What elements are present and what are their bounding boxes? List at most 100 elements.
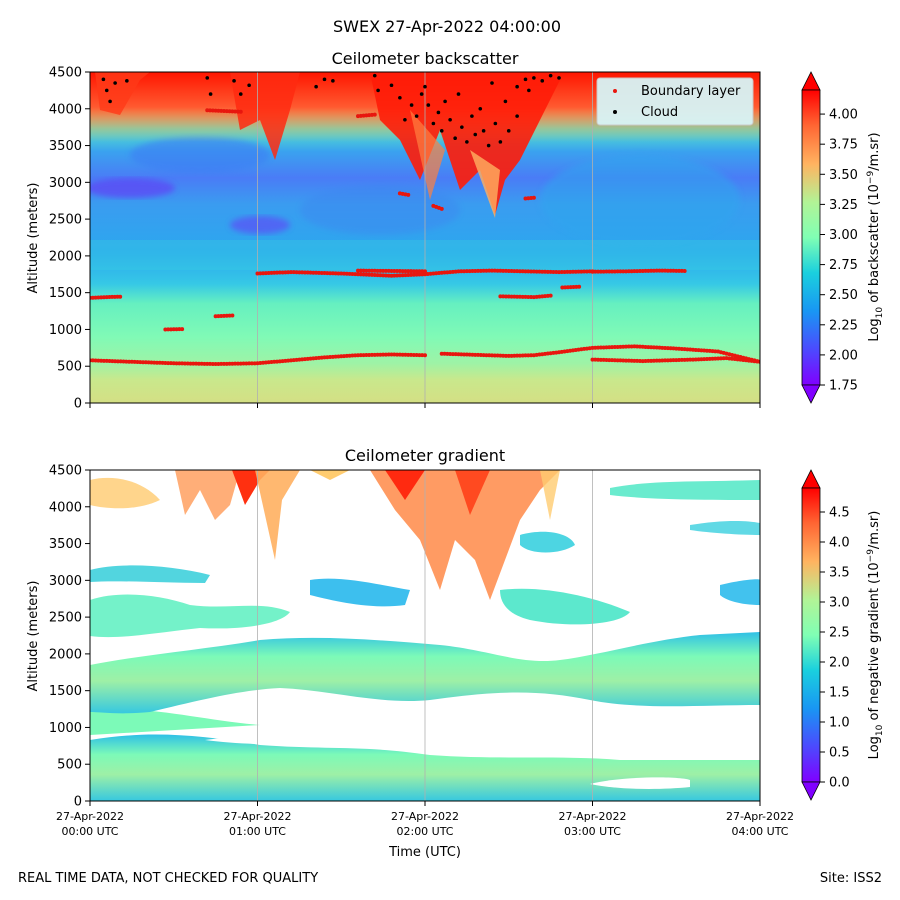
gradient-panel: Ceilometer gradient [26,446,885,860]
boundary-layer-point [492,353,497,358]
boundary-layer-point [618,344,623,349]
boundary-layer-point [213,362,218,367]
boundary-layer-point [621,344,626,349]
boundary-layer-point [548,293,553,298]
legend-box [596,77,754,126]
boundary-layer-point [573,269,578,274]
boundary-layer-point [626,269,631,274]
boundary-layer-point [490,268,494,273]
boundary-layer-point [456,269,461,274]
boundary-layer-point [626,358,631,363]
boundary-layer-point [230,361,235,366]
cloud-point [481,129,486,133]
boundary-layer-point [129,359,134,364]
colorbar-extend-min [801,384,821,404]
boundary-layer-point [219,361,224,366]
boundary-layer-point [607,345,612,350]
colorbar-tick-label: 2.5 [829,626,850,641]
cloud-point [448,118,452,122]
boundary-layer-point [138,360,143,365]
cloud-point [439,129,444,133]
boundary-layer-point [526,269,531,274]
cloud-point [478,106,483,111]
boundary-layer-point [612,358,617,363]
boundary-layer-point [624,269,628,274]
boundary-layer-point [537,269,542,274]
y-tick-label: 0 [74,795,82,810]
boundary-layer-point [654,358,659,363]
boundary-layer-point [249,361,254,366]
boundary-layer-point [143,360,148,365]
boundary-layer-point [300,270,305,275]
boundary-layer-point [409,269,414,274]
boundary-layer-point [369,268,374,273]
boundary-layer-point [545,269,550,274]
boundary-layer-point [467,269,472,274]
colorbar-tick-label: 2.25 [829,318,858,333]
boundary-layer-point [101,358,106,363]
boundary-layer-point [495,268,500,273]
boundary-layer-point [512,269,517,274]
cloud-point [527,88,531,93]
boundary-layer-point [612,269,617,274]
boundary-layer-point [395,352,400,357]
boundary-layer-point [118,359,123,364]
boundary-layer-point [367,268,372,273]
boundary-layer-point [473,268,478,273]
cloud-point [208,92,213,96]
boundary-layer-point [208,361,213,366]
boundary-layer-point [517,269,522,274]
boundary-layer-point [450,352,455,357]
colorbar-tick-label: 0.5 [829,746,850,761]
boundary-layer-point [624,344,628,349]
boundary-layer-point [389,268,394,273]
boundary-layer-point [501,353,506,358]
boundary-layer-point [113,359,118,364]
cloud-point [436,110,441,115]
boundary-layer-point [470,269,475,274]
boundary-layer-point [534,269,539,274]
boundary-layer-point [467,352,472,357]
backscatter-ylabel: Altitude (meters) [26,183,41,294]
gradient-x-axis: 27-Apr-2022 00:00 UTC 27-Apr-2022 01:00 UTC… [56,801,794,838]
boundary-layer-point [598,269,603,274]
boundary-layer-point [470,352,475,357]
boundary-layer-point [247,361,252,366]
footer-disclaimer: REAL TIME DATA, NOT CHECKED FOR QUALITY [18,871,318,886]
boundary-layer-point [674,268,679,273]
boundary-layer-point [124,359,129,364]
boundary-layer-point [593,357,598,362]
boundary-layer-point [612,345,617,350]
boundary-layer-point [506,353,511,358]
boundary-layer-point [607,269,612,274]
y-tick-label: 3500 [49,139,82,154]
cloud-point [232,79,236,83]
boundary-layer-point [548,269,553,274]
boundary-layer-point [90,358,95,363]
boundary-layer-point [677,268,682,273]
legend: Boundary layer Cloud [596,77,754,126]
y-tick-label: 4000 [49,500,82,515]
boundary-layer-point [579,269,584,274]
backscatter-panel: Ceilometer backscatter 0 500 1000 1500 2000 2… [26,49,885,412]
colorbar-scale [801,487,821,783]
figure-title: SWEX 27-Apr-2022 04:00:00 [333,17,561,36]
boundary-layer-point [657,268,662,273]
boundary-layer-point [316,270,321,275]
boundary-layer-point [325,271,330,276]
boundary-layer-point [445,351,450,356]
boundary-layer-point [378,268,383,273]
boundary-layer-point [512,353,517,358]
cloud-point [540,79,545,83]
backscatter-colorbar: 1.75 2.00 2.25 2.50 2.75 3.00 3.25 3.50 3.75 4.00… [801,71,885,404]
boundary-layer-point [557,270,561,275]
cloud-point [460,125,464,129]
boundary-layer-point [235,361,240,366]
cloud-point [456,92,461,96]
boundary-layer-point [562,269,567,274]
boundary-layer-point [244,361,249,366]
boundary-layer-point [509,269,514,274]
colorbar-extend-min [801,781,821,801]
boundary-layer-point [506,294,511,299]
boundary-layer-point [417,269,422,274]
